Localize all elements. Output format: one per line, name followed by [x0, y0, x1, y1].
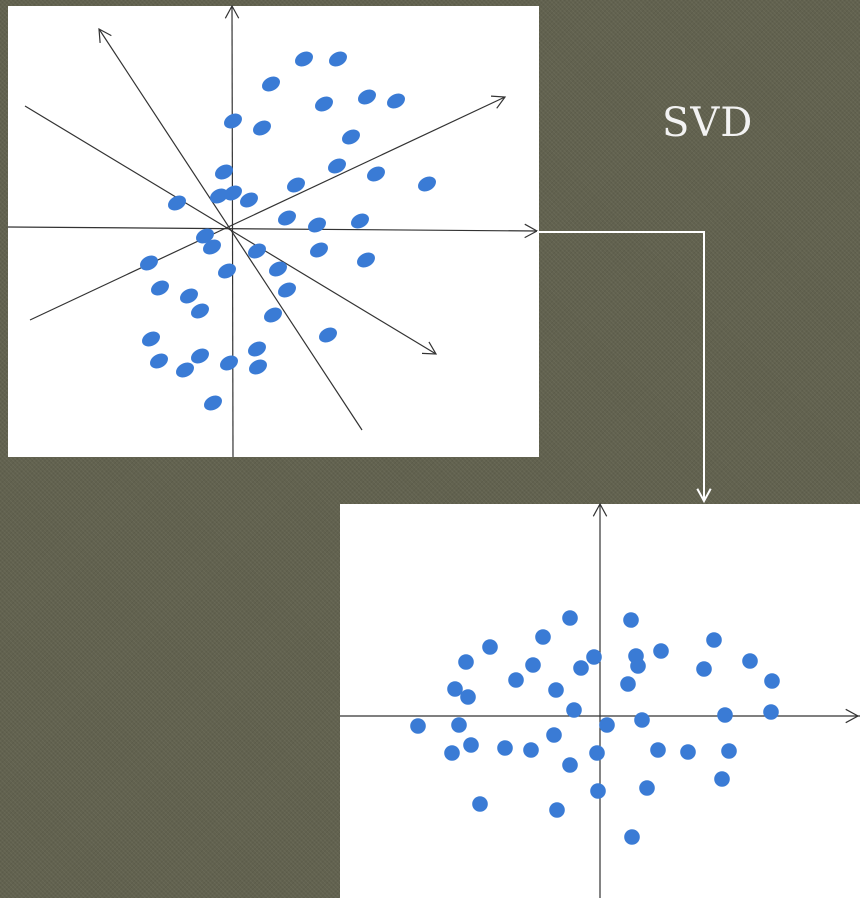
data-point	[253, 120, 271, 136]
data-point	[566, 702, 582, 718]
rotated-axis-3	[98, 28, 363, 431]
data-point	[650, 742, 666, 758]
data-point	[248, 341, 266, 357]
data-point	[191, 348, 209, 364]
data-point	[319, 327, 337, 343]
data-point	[269, 261, 287, 277]
data-point	[523, 742, 539, 758]
data-point	[418, 176, 436, 192]
bottom-x-axis-arrowhead	[845, 708, 860, 724]
transform-connector-arrowhead	[696, 488, 712, 504]
data-point	[548, 682, 564, 698]
top-x-axis	[7, 226, 538, 232]
data-point	[410, 718, 426, 734]
data-point	[315, 96, 333, 112]
data-point	[714, 771, 730, 787]
data-point	[742, 653, 758, 669]
data-point	[562, 757, 578, 773]
data-point	[151, 280, 169, 296]
data-point	[497, 740, 513, 756]
data-point	[203, 239, 221, 255]
data-point	[562, 610, 578, 626]
data-point	[549, 802, 565, 818]
data-point	[196, 228, 214, 244]
data-point	[717, 707, 733, 723]
data-point	[589, 745, 605, 761]
data-point	[763, 704, 779, 720]
data-point	[218, 263, 236, 279]
data-point	[224, 113, 242, 129]
data-point	[295, 51, 313, 67]
data-point	[472, 796, 488, 812]
data-point	[224, 185, 242, 201]
diagram-title: SVD	[662, 100, 754, 146]
rotated-axis-2-arrowhead	[421, 341, 438, 355]
data-point	[508, 672, 524, 688]
data-point	[444, 745, 460, 761]
data-point	[278, 282, 296, 298]
data-point	[458, 654, 474, 670]
data-point	[310, 242, 328, 258]
data-point	[329, 51, 347, 67]
data-point	[150, 353, 168, 369]
transform-connector	[537, 231, 705, 500]
data-point	[620, 676, 636, 692]
data-point	[220, 355, 238, 371]
data-point	[168, 195, 186, 211]
data-point	[696, 661, 712, 677]
data-point	[248, 243, 266, 259]
top-y-axis-arrowhead	[224, 4, 240, 19]
data-point	[287, 177, 305, 193]
data-point	[706, 632, 722, 648]
rotated-axis-3-arrowhead	[98, 27, 112, 44]
data-point	[140, 255, 158, 271]
data-point	[573, 660, 589, 676]
data-point	[634, 712, 650, 728]
data-point	[142, 331, 160, 347]
data-point	[210, 188, 228, 204]
data-point	[215, 164, 233, 180]
data-point	[451, 717, 467, 733]
data-point	[623, 612, 639, 628]
data-point	[764, 673, 780, 689]
data-point	[639, 780, 655, 796]
data-point	[525, 657, 541, 673]
data-point	[204, 395, 222, 411]
data-point	[308, 217, 326, 233]
rotated-axis-1-arrowhead	[490, 95, 507, 109]
data-point	[357, 252, 375, 268]
data-point	[278, 210, 296, 226]
data-point	[358, 89, 376, 105]
data-point	[535, 629, 551, 645]
data-point	[262, 76, 280, 92]
data-point	[240, 192, 258, 208]
data-point	[264, 307, 282, 323]
data-point	[630, 658, 646, 674]
data-point	[249, 359, 267, 375]
data-point	[447, 681, 463, 697]
data-point	[482, 639, 498, 655]
data-point	[590, 783, 606, 799]
data-point	[653, 643, 669, 659]
data-point	[328, 158, 346, 174]
data-point	[463, 737, 479, 753]
data-point	[191, 303, 209, 319]
data-point	[387, 93, 405, 109]
rotated-axis-1	[29, 96, 506, 321]
data-point	[586, 649, 602, 665]
data-point	[342, 129, 360, 145]
data-point	[367, 166, 385, 182]
data-point	[680, 744, 696, 760]
data-point	[351, 213, 369, 229]
data-point	[546, 727, 562, 743]
data-point	[721, 743, 737, 759]
bottom-y-axis-arrowhead	[592, 502, 608, 517]
data-point	[176, 362, 194, 378]
data-point	[624, 829, 640, 845]
data-point	[460, 689, 476, 705]
data-point	[180, 288, 198, 304]
data-point	[599, 717, 615, 733]
